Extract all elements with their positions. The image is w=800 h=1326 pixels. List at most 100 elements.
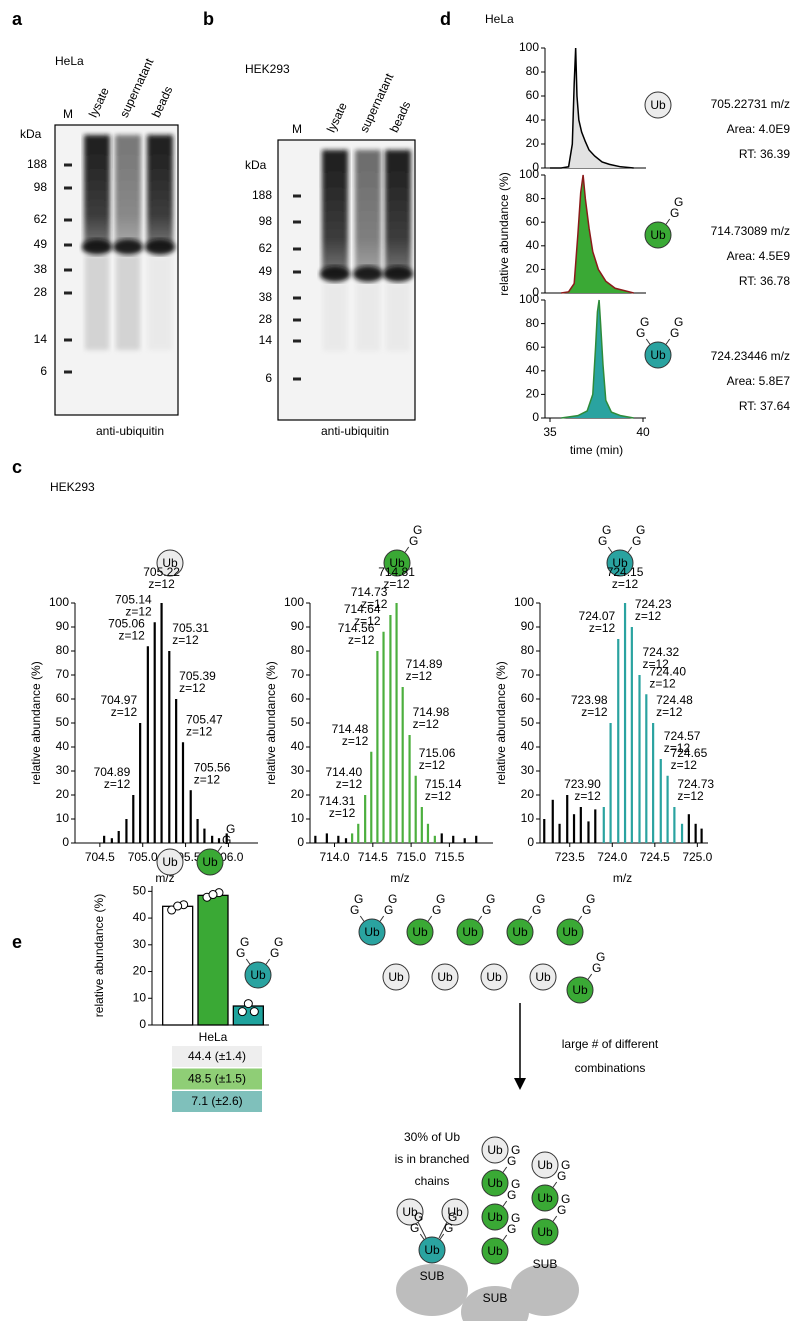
y-tick-label: 30	[521, 763, 535, 777]
x-tick-label: 715.5	[434, 850, 464, 864]
ub-label: Ub	[537, 1191, 553, 1205]
y-tick-label: 60	[521, 691, 535, 705]
peak-area	[550, 48, 634, 168]
ub-stick	[359, 915, 365, 922]
ub-label: Ub	[537, 1158, 553, 1172]
g-label: G	[482, 903, 491, 917]
g-label: G	[432, 903, 441, 917]
marker-label: 28	[34, 285, 48, 299]
ub-icon	[531, 1218, 559, 1246]
antibody: anti-ubiquitin	[321, 424, 389, 438]
sub-label: SUB	[533, 1257, 558, 1271]
y-tick-label: 80	[56, 643, 70, 657]
marker-label: 188	[252, 188, 272, 202]
peak-z-label: z=12	[125, 604, 152, 618]
ub-stick	[265, 958, 271, 965]
ub-stick	[477, 915, 483, 922]
y-tick-label: 100	[519, 167, 539, 181]
g-label: G	[602, 523, 611, 537]
ub-label: Ub	[650, 348, 666, 362]
peak-z-label: z=12	[612, 577, 639, 591]
x-tick-label: 714.0	[319, 850, 349, 864]
x-tick-label: 724.0	[597, 850, 627, 864]
peak-z-label: z=12	[406, 669, 433, 683]
marker-label: 14	[34, 332, 48, 346]
y-axis-label: relative abundance (%)	[497, 172, 511, 295]
marker-label: 38	[259, 290, 273, 304]
ub-icon	[418, 1236, 446, 1264]
ub-label: Ub	[487, 1244, 503, 1258]
peak-mz-label: 714.31	[319, 794, 356, 808]
x-axis-label: time (min)	[570, 443, 623, 457]
g-label: G	[674, 315, 683, 329]
ub-label: Ub	[487, 1210, 503, 1224]
y-tick-label: 100	[519, 292, 539, 306]
ub-icon	[481, 1136, 509, 1164]
band	[320, 266, 350, 282]
y-tick-label: 30	[133, 937, 147, 951]
ub-stick	[527, 915, 533, 922]
peak-mz-label: 714.89	[406, 657, 443, 671]
ub-icon	[196, 848, 224, 876]
ub-stick	[502, 1200, 508, 1207]
g-label: G	[586, 892, 595, 906]
g-label: G	[507, 1222, 516, 1236]
ub-icon	[529, 963, 557, 991]
y-tick-label: 40	[526, 363, 540, 377]
ub-label: Ub	[487, 1143, 503, 1157]
g-label: G	[222, 833, 231, 847]
peak-z-label: z=12	[664, 741, 691, 755]
trace	[550, 47, 634, 169]
y-tick-label: 60	[526, 214, 540, 228]
y-tick-label: 20	[291, 787, 305, 801]
ub-stick	[404, 546, 410, 553]
panel-letter: e	[12, 932, 22, 952]
peak-mz-label: 714.81	[378, 565, 415, 579]
g-label: G	[536, 892, 545, 906]
marker-label: 62	[34, 212, 48, 226]
ub-label: Ub	[487, 1176, 503, 1190]
g-label: G	[436, 892, 445, 906]
ub-icon	[556, 918, 584, 946]
ub-icon	[481, 1203, 509, 1231]
ub-stick	[439, 1233, 445, 1240]
y-axis-label: relative abundance (%)	[264, 661, 278, 784]
x-tick-label: 705.0	[128, 850, 158, 864]
ub-icon	[396, 1198, 424, 1226]
peak-area	[561, 175, 634, 293]
table-row	[172, 1046, 262, 1067]
g-label: G	[354, 892, 363, 906]
ub-label: Ub	[612, 556, 628, 570]
y-tick-label: 20	[56, 787, 70, 801]
y-tick-label: 50	[56, 715, 70, 729]
peak-z-label: z=12	[329, 806, 356, 820]
peak-mz-label: 705.22	[143, 565, 180, 579]
smear-low	[85, 255, 109, 350]
marker-label: 98	[259, 214, 273, 228]
x-tick-label: 35	[543, 425, 557, 439]
link	[417, 1221, 427, 1239]
x-tick-label: 715.0	[396, 850, 426, 864]
ub-stick	[665, 338, 671, 345]
lane-label: lysate	[86, 85, 112, 120]
smear	[115, 135, 141, 250]
ub-label: Ub	[486, 970, 502, 984]
y-tick-label: 90	[56, 619, 70, 633]
annotation: RT: 37.64	[739, 399, 790, 413]
y-tick-label: 100	[514, 595, 534, 609]
ub-label: Ub	[535, 970, 551, 984]
ub-icon	[456, 918, 484, 946]
peak-z-label: z=12	[179, 681, 206, 695]
peak-z-label: z=12	[656, 705, 683, 719]
peak-mz-label: 714.40	[325, 765, 362, 779]
g-label: G	[670, 326, 679, 340]
unit-label: kDa	[245, 158, 267, 172]
y-tick-label: 0	[532, 285, 539, 299]
smear-low	[116, 255, 140, 350]
g-label: G	[507, 1154, 516, 1168]
bar	[197, 894, 229, 1026]
ub-label: Ub	[572, 983, 588, 997]
marker-label: 188	[27, 157, 47, 171]
ub-icon	[406, 918, 434, 946]
